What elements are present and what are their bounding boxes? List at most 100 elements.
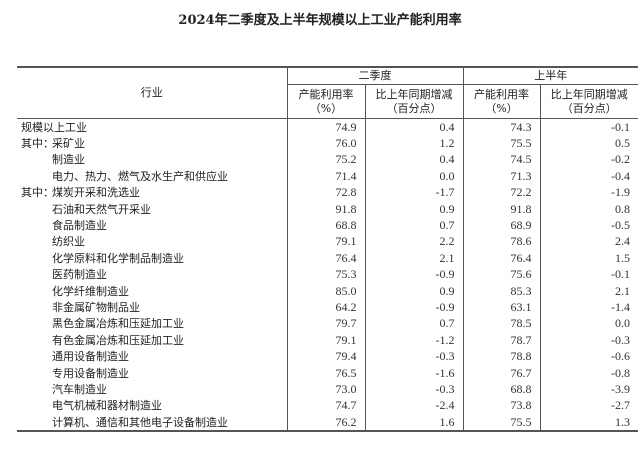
h1-change-cell: 0.8 — [539, 200, 638, 218]
industry-name: 通用设备制造业 — [52, 350, 129, 364]
industry-name: 纺织业 — [52, 235, 85, 249]
rate-label: 产能利用率 — [298, 87, 354, 101]
industry-name: 石油和天然气开采业 — [52, 202, 151, 216]
h1-rate-cell: 73.8 — [462, 397, 540, 415]
industry-name: 制造业 — [52, 153, 85, 167]
table-row: 化学原料和化学制品制造业 76.4 2.1 76.4 1.5 — [17, 250, 638, 267]
q2-rate-cell: 79.1 — [286, 332, 365, 349]
h1-rate-cell: 75.6 — [462, 266, 540, 283]
q2-change-cell: -0.3 — [364, 381, 463, 398]
q2-rate-cell: 76.0 — [286, 135, 365, 152]
q2-change-cell: 1.6 — [364, 414, 463, 432]
industry-cell: 通用设备制造业 — [17, 348, 287, 364]
q2-rate-cell: 76.2 — [286, 414, 365, 432]
q2-rate-cell: 72.8 — [286, 184, 365, 201]
h1-change-cell: -1.9 — [539, 184, 638, 201]
table-row: 通用设备制造业 79.4 -0.3 78.8 -0.6 — [17, 348, 638, 365]
q2-change-cell: -1.7 — [364, 184, 463, 201]
q2-change-cell: -0.9 — [364, 299, 463, 316]
h1-rate-cell: 85.3 — [462, 282, 540, 300]
q2-rate-cell: 79.4 — [286, 348, 365, 365]
industry-cell: 化学原料和化学制品制造业 — [17, 250, 287, 266]
q2-change-cell: 2.2 — [364, 233, 463, 251]
q2-rate-cell: 76.5 — [286, 364, 365, 382]
industry-name: 化学纤维制造业 — [52, 284, 129, 298]
h1-change-cell: -0.5 — [539, 217, 638, 234]
industry-name: 医药制造业 — [52, 268, 107, 282]
industry-name: 有色金属冶炼和压延加工业 — [52, 333, 184, 347]
q2-change-cell: 0.9 — [364, 200, 463, 218]
header-h1: 上半年 — [462, 67, 638, 85]
industry-name: 计算机、通信和其他电子设备制造业 — [52, 415, 228, 429]
q2-rate-cell: 74.9 — [286, 118, 365, 136]
capacity-utilization-table: 行业 二季度 上半年 产能利用率 （%） 比上年同期增减 （百分点） 产能利用率 （%… — [17, 66, 638, 433]
header-h1-rate: 产能利用率 （%） — [462, 84, 540, 119]
table-row: 有色金属冶炼和压延加工业 79.1 -1.2 78.7 -0.3 — [17, 332, 638, 349]
industry-cell: 计算机、通信和其他电子设备制造业 — [17, 414, 287, 431]
table-row: 其中：采矿业 76.0 1.2 75.5 0.5 — [17, 135, 638, 152]
header-q2-change: 比上年同期增减 （百分点） — [364, 84, 463, 119]
industry-name: 非金属矿物制品业 — [52, 300, 140, 314]
h1-rate-cell: 78.6 — [462, 233, 540, 251]
header-q2-rate: 产能利用率 （%） — [286, 84, 365, 119]
industry-name: 煤炭开采和洗选业 — [52, 186, 140, 200]
table-row: 食品制造业 68.8 0.7 68.9 -0.5 — [17, 217, 638, 234]
table-title: 2024年二季度及上半年规模以上工业产能利用率 — [178, 13, 462, 28]
q2-rate-cell: 75.3 — [286, 266, 365, 283]
industry-name: 汽车制造业 — [52, 382, 107, 396]
q2-rate-cell: 76.4 — [286, 250, 365, 267]
h1-change-cell: -0.2 — [539, 151, 638, 169]
industry-cell: 医药制造业 — [17, 267, 287, 283]
h1-change-cell: -0.1 — [539, 118, 638, 136]
h1-change-cell: -0.6 — [539, 348, 638, 365]
industry-name: 专用设备制造业 — [52, 366, 129, 380]
q2-change-cell: -0.9 — [364, 266, 463, 283]
industry-cell: 非金属矿物制品业 — [17, 299, 287, 315]
industry-cell: 黑色金属冶炼和压延加工业 — [17, 316, 287, 332]
prefix-label: 其中： — [21, 137, 54, 151]
h1-rate-cell: 74.3 — [462, 118, 540, 136]
industry-cell: 电气机械和器材制造业 — [17, 398, 287, 414]
h1-change-cell: -3.9 — [539, 381, 638, 398]
table-row: 规模以上工业 74.9 0.4 74.3 -0.1 — [17, 118, 638, 136]
q2-rate-cell: 79.1 — [286, 233, 365, 251]
h1-change-cell: -0.1 — [539, 266, 638, 283]
table-row: 汽车制造业 73.0 -0.3 68.8 -3.9 — [17, 381, 638, 398]
industry-cell: 其中：煤炭开采和洗选业 — [17, 185, 287, 201]
h1-rate-cell: 76.4 — [462, 250, 540, 267]
h1-change-cell: 2.1 — [539, 282, 638, 300]
table-body: 规模以上工业 74.9 0.4 74.3 -0.1 其中：采矿业 76.0 1.2 75.5 0.… — [17, 118, 638, 432]
industry-name: 食品制造业 — [52, 219, 107, 233]
industry-cell: 电力、热力、燃气及水生产和供应业 — [17, 168, 287, 184]
h1-rate-cell: 68.9 — [462, 217, 540, 234]
h1-rate-cell: 63.1 — [462, 299, 540, 316]
change-unit: （百分点） — [561, 101, 617, 115]
h1-change-cell: -0.3 — [539, 332, 638, 349]
q2-change-cell: -1.2 — [364, 332, 463, 349]
q2-change-cell: 0.0 — [364, 168, 463, 185]
industry-cell: 规模以上工业 — [17, 119, 287, 136]
q2-change-cell: -1.6 — [364, 364, 463, 382]
table-row: 纺织业 79.1 2.2 78.6 2.4 — [17, 233, 638, 251]
h1-rate-cell: 72.2 — [462, 184, 540, 201]
q2-change-cell: -0.3 — [364, 348, 463, 365]
q2-change-cell: -2.4 — [364, 397, 463, 415]
industry-cell: 制造业 — [17, 152, 287, 168]
change-label: 比上年同期增减 — [375, 87, 453, 101]
industry-cell: 汽车制造业 — [17, 381, 287, 397]
industry-name: 采矿业 — [52, 137, 85, 151]
table-row: 化学纤维制造业 85.0 0.9 85.3 2.1 — [17, 282, 638, 300]
q2-rate-cell: 85.0 — [286, 282, 365, 300]
industry-name: 规模以上工业 — [21, 120, 87, 134]
rate-unit: （%） — [485, 101, 518, 115]
industry-name: 黑色金属冶炼和压延加工业 — [52, 317, 184, 331]
header-q2: 二季度 — [286, 67, 463, 85]
change-unit: （百分点） — [386, 101, 442, 115]
q2-change-cell: 0.9 — [364, 282, 463, 300]
change-label: 比上年同期增减 — [550, 87, 628, 101]
industry-cell: 化学纤维制造业 — [17, 283, 287, 299]
h1-change-cell: -0.8 — [539, 364, 638, 382]
h1-rate-cell: 74.5 — [462, 151, 540, 169]
industry-cell: 石油和天然气开采业 — [17, 201, 287, 217]
q2-change-cell: 1.2 — [364, 135, 463, 152]
